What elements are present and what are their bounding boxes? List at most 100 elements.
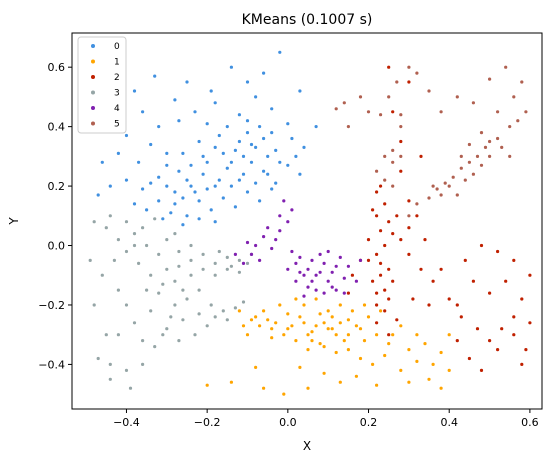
- data-point: [141, 362, 145, 366]
- data-point: [116, 288, 120, 292]
- data-point: [407, 380, 411, 384]
- data-point: [528, 321, 532, 325]
- data-point: [310, 279, 314, 283]
- data-point: [342, 276, 346, 280]
- data-point: [193, 190, 197, 194]
- data-point: [128, 386, 133, 390]
- data-point: [124, 368, 129, 372]
- data-point: [245, 131, 250, 135]
- data-point: [165, 238, 169, 242]
- data-point: [201, 172, 205, 176]
- data-point: [326, 249, 330, 254]
- data-point: [96, 193, 100, 197]
- data-point: [225, 125, 229, 129]
- data-point: [447, 297, 451, 301]
- data-point: [145, 243, 149, 248]
- data-point: [270, 131, 274, 135]
- data-point: [282, 199, 286, 203]
- legend-marker: [91, 75, 95, 79]
- data-point: [221, 196, 225, 200]
- data-point: [209, 303, 213, 307]
- data-point: [221, 151, 225, 155]
- data-point: [233, 306, 237, 310]
- data-point: [124, 303, 129, 307]
- data-point: [245, 119, 250, 123]
- data-point: [294, 297, 298, 301]
- series-4: [233, 199, 363, 298]
- data-point: [338, 380, 342, 384]
- data-point: [439, 267, 443, 271]
- data-point: [314, 125, 318, 129]
- data-point: [387, 267, 391, 271]
- data-point: [431, 279, 435, 283]
- data-point: [217, 249, 221, 254]
- data-point: [334, 333, 338, 337]
- data-point: [399, 113, 403, 117]
- data-point: [177, 264, 181, 268]
- data-point: [141, 110, 145, 114]
- data-point: [379, 113, 383, 117]
- data-point: [245, 80, 250, 84]
- data-point: [237, 309, 241, 313]
- data-point: [233, 205, 237, 209]
- data-point: [266, 154, 270, 158]
- data-point: [431, 362, 435, 366]
- data-point: [270, 327, 274, 331]
- data-point: [395, 214, 399, 218]
- legend-label: 2: [114, 73, 120, 83]
- data-point: [467, 160, 471, 164]
- data-point: [266, 226, 270, 230]
- data-point: [108, 214, 112, 218]
- data-point: [225, 267, 229, 271]
- data-point: [177, 249, 181, 254]
- data-point: [153, 345, 157, 349]
- data-point: [306, 285, 310, 289]
- data-point: [375, 214, 379, 218]
- data-point: [181, 196, 185, 200]
- data-point: [153, 217, 157, 221]
- data-point: [407, 214, 411, 218]
- data-point: [488, 77, 492, 81]
- data-point: [185, 80, 189, 84]
- data-point: [310, 339, 314, 343]
- y-tick-label: 0.6: [48, 61, 66, 74]
- data-point: [334, 350, 338, 355]
- data-point: [262, 169, 266, 173]
- data-point: [298, 270, 302, 274]
- data-point: [112, 258, 116, 262]
- data-point: [229, 65, 233, 69]
- data-point: [415, 71, 419, 75]
- data-point: [459, 315, 463, 319]
- data-point: [383, 154, 387, 158]
- data-point: [350, 273, 354, 277]
- data-point: [330, 315, 334, 319]
- data-point: [455, 339, 459, 343]
- data-point: [96, 356, 100, 361]
- data-point: [435, 187, 439, 191]
- data-point: [528, 273, 532, 277]
- data-point: [274, 181, 278, 185]
- data-point: [137, 261, 141, 265]
- data-point: [318, 312, 322, 316]
- data-point: [233, 252, 237, 256]
- data-point: [241, 261, 246, 265]
- data-point: [358, 258, 363, 262]
- data-point: [516, 119, 520, 123]
- x-tick-label: 0.4: [440, 416, 458, 429]
- data-point: [286, 267, 290, 271]
- data-point: [290, 208, 294, 212]
- data-point: [366, 238, 371, 242]
- data-point: [100, 273, 104, 277]
- data-point: [318, 252, 322, 256]
- data-point: [298, 255, 302, 259]
- data-point: [197, 288, 201, 292]
- data-point: [423, 238, 427, 242]
- data-point: [387, 95, 391, 99]
- data-point: [508, 125, 512, 129]
- y-tick-label: −0.4: [38, 358, 65, 371]
- data-point: [383, 178, 387, 182]
- data-point: [217, 133, 221, 138]
- legend-box: [77, 36, 127, 134]
- data-point: [302, 303, 306, 307]
- data-point: [266, 172, 270, 176]
